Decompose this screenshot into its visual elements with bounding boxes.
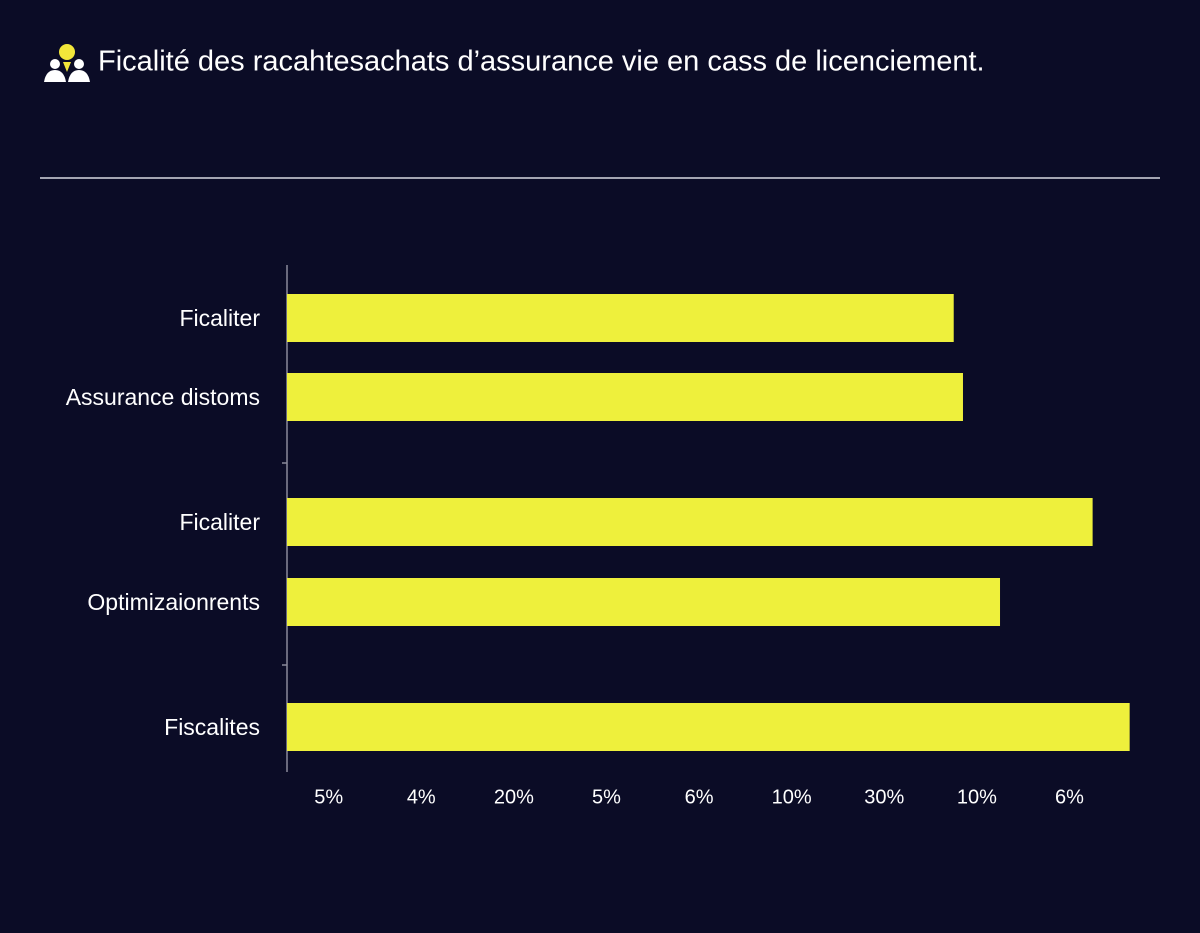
bar xyxy=(287,578,1001,626)
bar xyxy=(287,373,963,421)
x-tick-label: 5% xyxy=(314,786,343,808)
bar xyxy=(287,498,1093,546)
y-tick-label: Ficaliter xyxy=(179,509,260,535)
bar xyxy=(287,703,1130,751)
y-tick-label: Fiscalites xyxy=(164,714,260,740)
y-tick-label: Ficaliter xyxy=(179,305,260,331)
title-icon xyxy=(44,44,90,82)
x-tick-label: 6% xyxy=(1055,786,1084,808)
x-tick-label: 4% xyxy=(407,786,436,808)
x-tick-label: 6% xyxy=(685,786,714,808)
bar xyxy=(287,294,954,342)
y-tick-label: Optimizaionrents xyxy=(87,589,260,615)
x-tick-label: 5% xyxy=(592,786,621,808)
x-tick-label: 30% xyxy=(864,786,904,808)
y-tick-label: Assurance distoms xyxy=(66,384,260,410)
chart-title: Ficalité des racahtesachats d’assurance … xyxy=(98,46,985,78)
x-tick-label: 10% xyxy=(957,786,997,808)
x-tick-label: 20% xyxy=(494,786,534,808)
x-tick-label: 10% xyxy=(772,786,812,808)
